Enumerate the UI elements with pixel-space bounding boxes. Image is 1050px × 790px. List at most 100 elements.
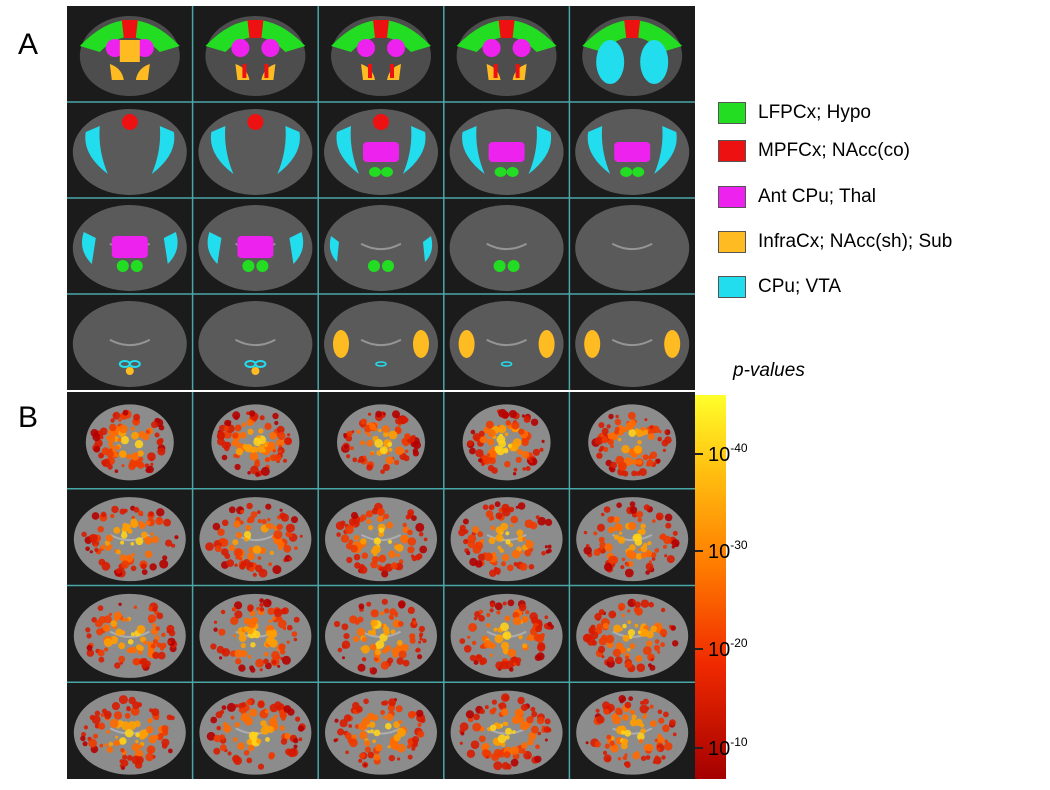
activation-voxel [522,467,526,471]
activation-voxel [500,708,509,716]
activation-voxel [377,508,385,516]
colorbar-tick [695,550,703,552]
activation-voxel [374,439,384,448]
activation-voxel [540,633,545,638]
activation-voxel [412,448,419,454]
activation-voxel [517,535,524,542]
activation-voxel [392,652,399,658]
activation-voxel [247,654,252,659]
activation-voxel [118,642,126,650]
activation-voxel [250,465,259,475]
activation-voxel [101,447,110,456]
colorbar-tick [695,648,703,650]
brain-slice [576,690,689,775]
brain-outline [198,301,313,387]
activation-voxel [288,557,293,561]
activation-voxel [239,563,246,570]
activation-voxel [91,617,97,623]
activation-voxel [602,750,608,755]
activation-voxel [279,508,283,512]
activation-voxel [469,447,476,455]
activation-voxel [397,757,401,761]
activation-voxel [356,628,366,637]
activation-voxel [277,619,287,629]
activation-voxel [89,533,98,543]
activation-voxel [103,615,112,624]
activation-voxel [285,437,292,445]
roi-cpu [423,236,433,262]
activation-voxel [349,738,358,748]
activation-voxel [98,656,105,663]
activation-voxel [96,628,103,636]
activation-voxel [257,445,265,453]
activation-voxel [602,622,610,629]
roi-hypo [494,167,507,177]
activation-voxel [621,445,630,454]
activation-voxel [374,537,379,543]
activation-voxel [624,568,634,578]
roi-sub [251,367,260,375]
activation-voxel [597,523,605,532]
activation-voxel [407,754,413,760]
activation-voxel [646,459,654,467]
activation-voxel [501,693,510,702]
activation-voxel [224,419,232,427]
activation-voxel [150,462,154,466]
legend-label: CPu; VTA [758,276,842,297]
activation-voxel [583,530,588,535]
activation-voxel [368,412,372,416]
activation-voxel [594,436,604,445]
activation-voxel [619,699,624,704]
activation-voxel [416,709,424,718]
activation-voxel [252,545,262,554]
activation-voxel [655,512,664,521]
activation-voxel [366,464,373,471]
activation-voxel [106,729,111,734]
activation-voxel [390,629,396,635]
activation-voxel [278,643,286,651]
colorbar-tick-label: 10-10 [708,735,748,760]
activation-voxel [617,437,622,442]
activation-voxel [671,545,675,549]
activation-voxel [257,701,265,709]
activation-voxel [485,420,494,429]
activation-voxel [398,720,403,724]
activation-voxel [238,702,245,709]
activation-voxel [234,649,243,658]
activation-voxel [647,541,652,546]
activation-voxel [670,625,676,631]
activation-voxel [409,633,416,640]
activation-voxel [265,737,270,742]
brain-slice [450,593,563,678]
activation-voxel [624,729,632,737]
activation-voxel [460,731,465,736]
activation-voxel [603,447,609,452]
activation-voxel [537,516,546,526]
activation-voxel [544,718,551,725]
activation-voxel [131,743,140,752]
activation-voxel [418,532,424,537]
roi-sub [664,330,681,358]
activation-voxel [376,515,384,523]
activation-voxel [604,743,610,749]
brain-slice [324,109,438,195]
activation-voxel [513,562,518,567]
activation-voxel [648,601,654,608]
roi-thal [488,142,525,162]
activation-voxel [359,440,365,446]
activation-voxel [479,435,488,444]
activation-voxel [478,615,485,622]
activation-voxel [640,700,644,705]
activation-voxel [372,739,376,744]
activation-voxel [631,470,637,477]
activation-voxel [83,725,88,730]
roi-cpu [210,126,234,174]
activation-voxel [500,660,509,670]
brain-slice [449,109,564,195]
activation-voxel [392,410,400,419]
ventricle-line [360,242,402,251]
activation-voxel [516,529,524,537]
activation-voxel [298,737,303,742]
activation-voxel [163,518,171,527]
activation-voxel [367,630,373,635]
